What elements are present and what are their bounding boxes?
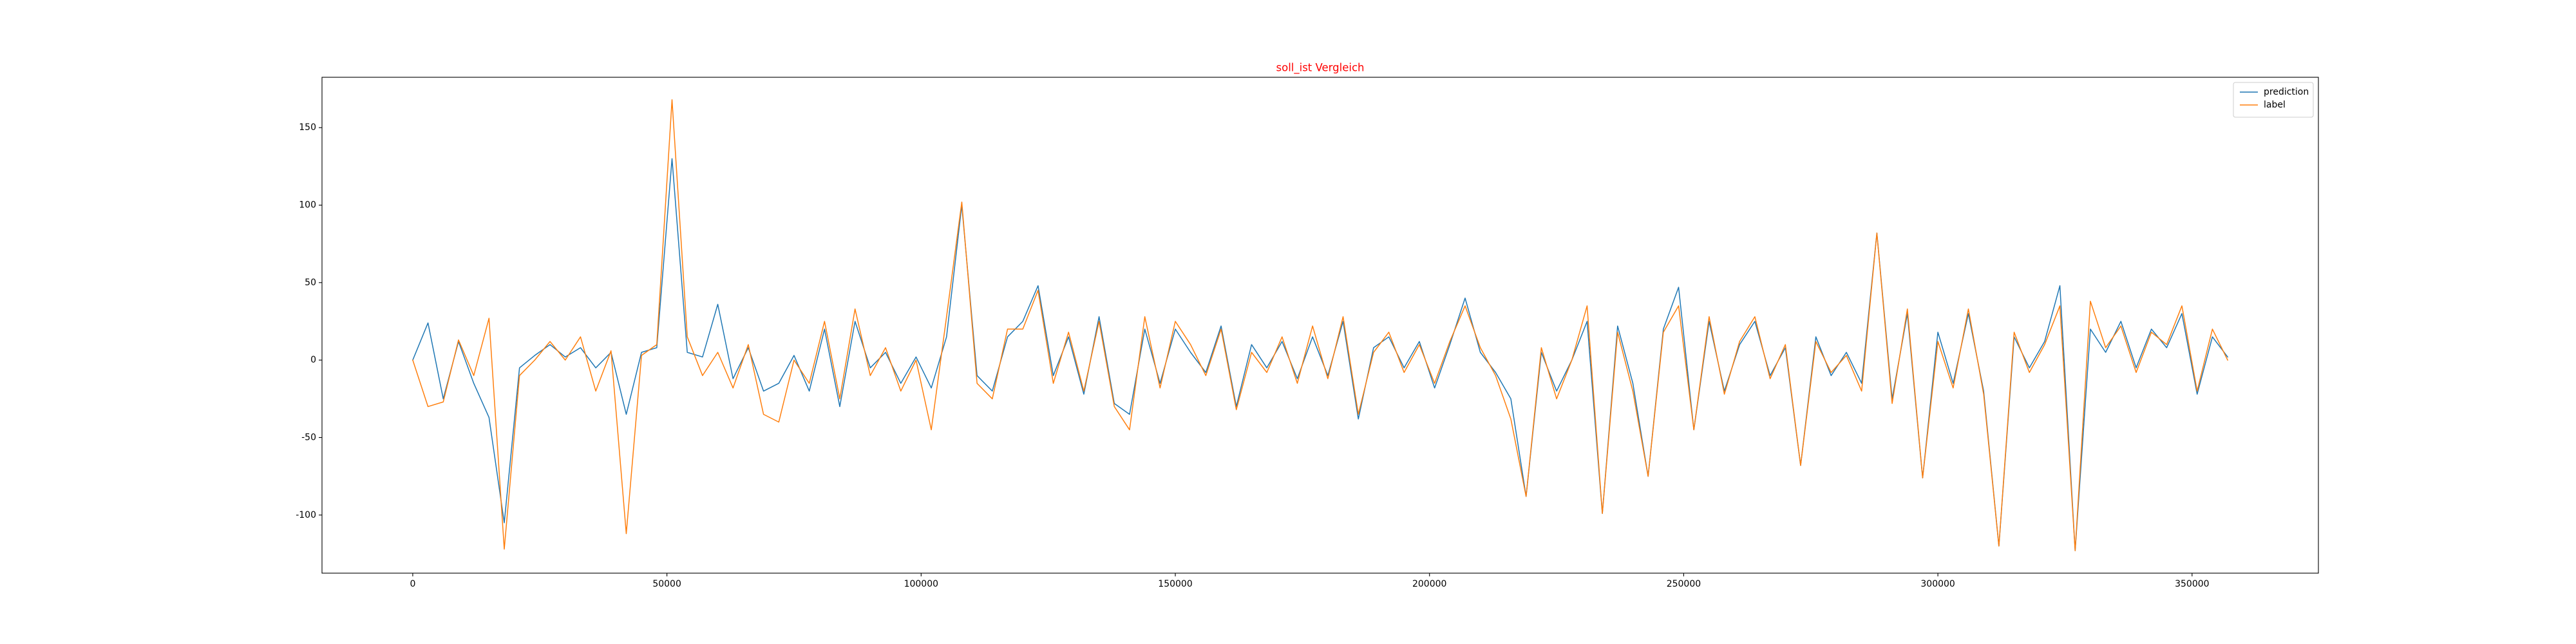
legend-label: prediction [2264, 87, 2309, 97]
x-tick-label: 300000 [1920, 579, 1955, 589]
x-tick-label: 250000 [1667, 579, 1701, 589]
y-tick-label: 150 [299, 122, 316, 133]
x-tick-label: 200000 [1412, 579, 1446, 589]
x-tick-label: 50000 [652, 579, 681, 589]
y-tick-label: 50 [305, 278, 316, 288]
x-tick-label: 0 [410, 579, 415, 589]
y-tick-label: -50 [301, 432, 316, 442]
legend-box [2233, 82, 2314, 118]
data-line [412, 99, 2229, 551]
x-tick-label: 350000 [2175, 579, 2209, 589]
y-tick-label: -100 [296, 510, 316, 520]
x-tick-label: 100000 [904, 579, 938, 589]
y-tick-label: 0 [310, 355, 316, 365]
plot-frame [321, 77, 2319, 574]
x-tick-label: 150000 [1158, 579, 1192, 589]
legend-label: label [2264, 100, 2286, 110]
y-tick-label: 100 [299, 200, 316, 211]
chart-title: soll_ist Vergleich [1276, 62, 1365, 75]
